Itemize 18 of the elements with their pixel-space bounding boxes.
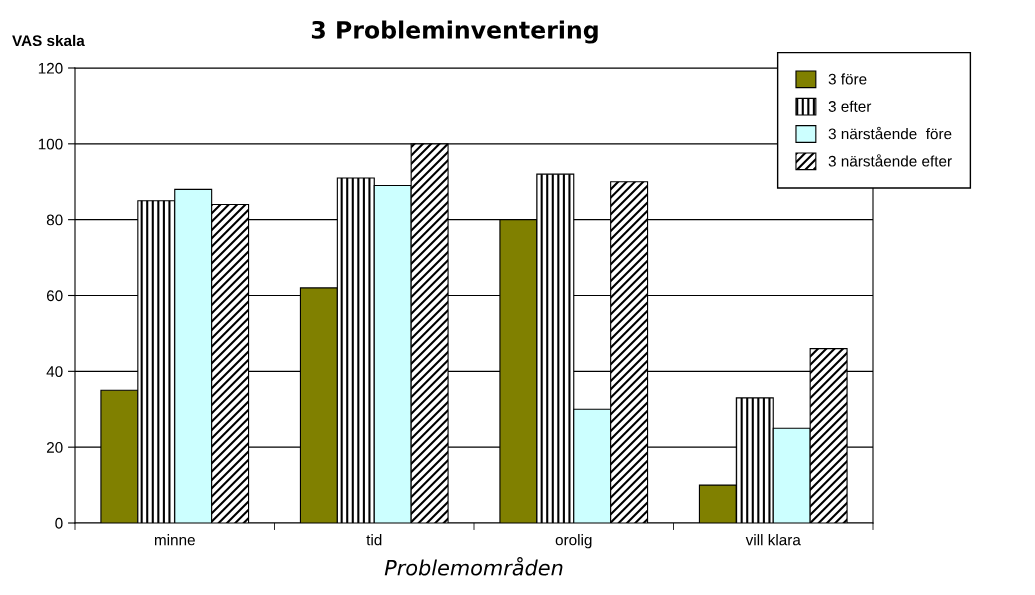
- legend-label: 3 efter: [828, 100, 872, 112]
- chart-title: 3 Probleminventering: [311, 20, 598, 44]
- x-tick-label: minne: [154, 534, 195, 546]
- x-tick-label: vill klara: [745, 534, 801, 546]
- legend-label: 3 närstående efter: [828, 154, 952, 167]
- x-tick-label: orolig: [555, 534, 592, 549]
- y-tick-label: 0: [55, 517, 63, 529]
- y-tick-label: 100: [38, 138, 63, 150]
- y-tick-label: 60: [46, 290, 63, 302]
- legend-label: 3 närstående före: [828, 126, 952, 140]
- y-tick-label: 120: [38, 62, 63, 74]
- x-axis-title: Problemområden: [384, 557, 563, 576]
- y-tick-label: 20: [46, 442, 63, 453]
- y-tick-label: 80: [46, 214, 63, 226]
- x-tick-label: tid: [366, 534, 382, 546]
- legend-label: 3 före: [828, 73, 867, 85]
- y-tick-label: 40: [46, 366, 63, 378]
- y-axis-title: VAS skala: [12, 34, 85, 47]
